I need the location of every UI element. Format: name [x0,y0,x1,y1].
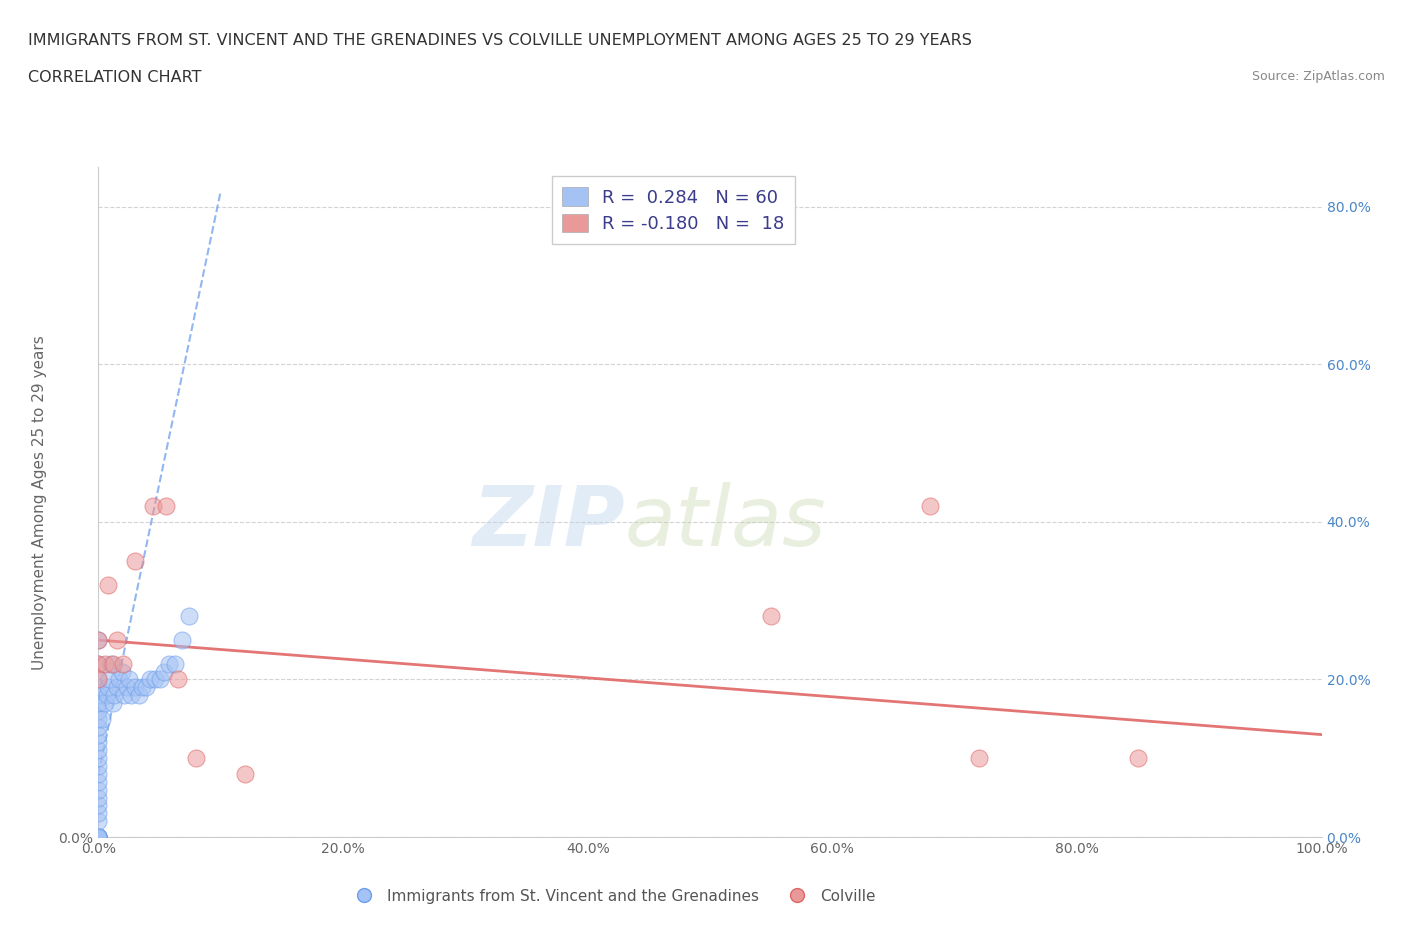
Point [87,672,110,687]
Point [87,703,110,718]
Point [165,657,187,671]
Point [105,632,128,647]
Point [96,688,118,703]
Point [87,711,110,726]
Point [115,680,138,695]
Point [87,766,110,781]
Text: atlas: atlas [624,482,827,563]
Point [87,657,110,671]
Point [111,664,134,679]
Point [153,664,176,679]
Point [87,830,110,844]
Point [233,766,256,781]
Point [149,672,172,687]
Text: Source: ZipAtlas.com: Source: ZipAtlas.com [1251,70,1385,83]
Text: ZIP: ZIP [472,482,624,563]
Point [87,632,110,647]
Point [186,751,208,765]
Point [87,735,110,750]
Text: IMMIGRANTS FROM ST. VINCENT AND THE GRENADINES VS COLVILLE UNEMPLOYMENT AMONG AG: IMMIGRANTS FROM ST. VINCENT AND THE GREN… [28,33,972,47]
Point [97,680,120,695]
Point [87,672,110,687]
Point [91,711,114,726]
Point [87,696,110,711]
Point [87,798,110,813]
Point [87,830,110,844]
Point [108,672,131,687]
Text: CORRELATION CHART: CORRELATION CHART [28,70,201,85]
Point [87,830,110,844]
Point [87,743,110,758]
Point [177,609,200,624]
Point [87,727,110,742]
Point [87,830,110,844]
Point [87,830,110,844]
Point [87,719,110,734]
Point [87,751,110,765]
Point [920,498,942,513]
Point [87,830,110,844]
Point [143,672,166,687]
Point [87,688,110,703]
Point [155,498,177,513]
Point [87,632,110,647]
Point [139,672,162,687]
Point [87,790,110,805]
Point [112,688,135,703]
Point [87,775,110,790]
Point [87,657,110,671]
Point [128,688,150,703]
Point [135,680,157,695]
Point [93,657,115,671]
Point [87,759,110,774]
Point [87,830,110,844]
Point [101,696,124,711]
Point [157,657,180,671]
Point [87,830,110,844]
Point [87,830,110,844]
Point [167,672,190,687]
Point [967,751,990,765]
Point [105,680,128,695]
Point [111,657,134,671]
Point [761,609,783,624]
Legend: Immigrants from St. Vincent and the Grenadines, Colville: Immigrants from St. Vincent and the Gren… [343,883,882,910]
Point [103,688,125,703]
Point [124,554,146,569]
Point [93,696,115,711]
Point [97,578,120,592]
Point [1128,751,1150,765]
Point [87,806,110,821]
Point [87,830,110,844]
Point [120,688,142,703]
Point [87,830,110,844]
Point [87,814,110,829]
Point [170,632,193,647]
Point [87,830,110,844]
Point [87,680,110,695]
Point [124,680,146,695]
Point [118,672,141,687]
Point [100,657,122,671]
Point [98,672,121,687]
Point [142,498,165,513]
Y-axis label: Unemployment Among Ages 25 to 29 years: Unemployment Among Ages 25 to 29 years [32,335,48,670]
Point [131,680,153,695]
Point [87,782,110,797]
Point [101,657,124,671]
